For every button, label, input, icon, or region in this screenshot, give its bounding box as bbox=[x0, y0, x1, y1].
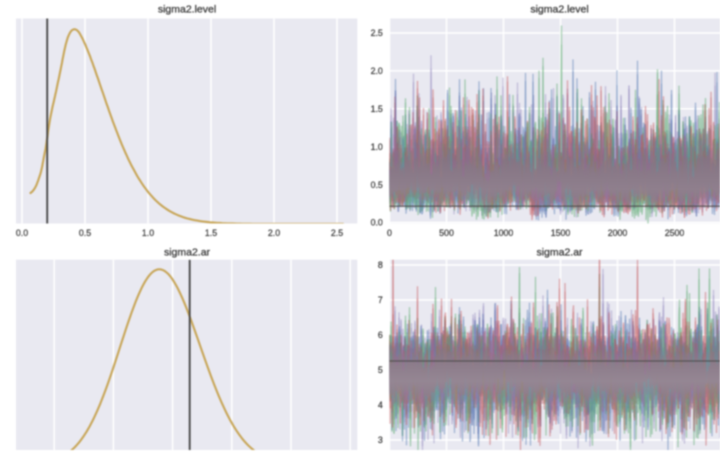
svg-text:0: 0 bbox=[387, 228, 392, 238]
svg-text:2000: 2000 bbox=[608, 228, 628, 238]
svg-text:0.0: 0.0 bbox=[16, 228, 28, 238]
svg-text:1500: 1500 bbox=[551, 228, 571, 238]
svg-text:0.0: 0.0 bbox=[371, 218, 383, 228]
svg-text:2500: 2500 bbox=[665, 228, 685, 238]
svg-text:1.5: 1.5 bbox=[371, 104, 383, 114]
svg-text:sigma2.level: sigma2.level bbox=[530, 4, 588, 16]
svg-text:6: 6 bbox=[378, 330, 383, 340]
svg-text:sigma2.ar: sigma2.ar bbox=[164, 246, 211, 258]
svg-text:0.5: 0.5 bbox=[79, 228, 91, 238]
svg-text:1000: 1000 bbox=[494, 228, 514, 238]
svg-text:1.0: 1.0 bbox=[371, 142, 383, 152]
svg-text:4: 4 bbox=[378, 400, 383, 410]
svg-text:sigma2.ar: sigma2.ar bbox=[536, 246, 583, 258]
svg-text:5: 5 bbox=[378, 365, 383, 375]
svg-text:sigma2.level: sigma2.level bbox=[158, 4, 216, 16]
svg-text:1.5: 1.5 bbox=[205, 228, 217, 238]
svg-text:500: 500 bbox=[439, 228, 454, 238]
svg-text:2.0: 2.0 bbox=[268, 228, 280, 238]
svg-text:2.0: 2.0 bbox=[371, 66, 383, 76]
svg-text:2.5: 2.5 bbox=[331, 228, 343, 238]
svg-text:8: 8 bbox=[378, 260, 383, 270]
svg-text:0.5: 0.5 bbox=[371, 180, 383, 190]
svg-text:1.0: 1.0 bbox=[142, 228, 154, 238]
svg-text:2.5: 2.5 bbox=[371, 28, 383, 38]
svg-text:3: 3 bbox=[378, 435, 383, 445]
svg-text:7: 7 bbox=[378, 295, 383, 305]
